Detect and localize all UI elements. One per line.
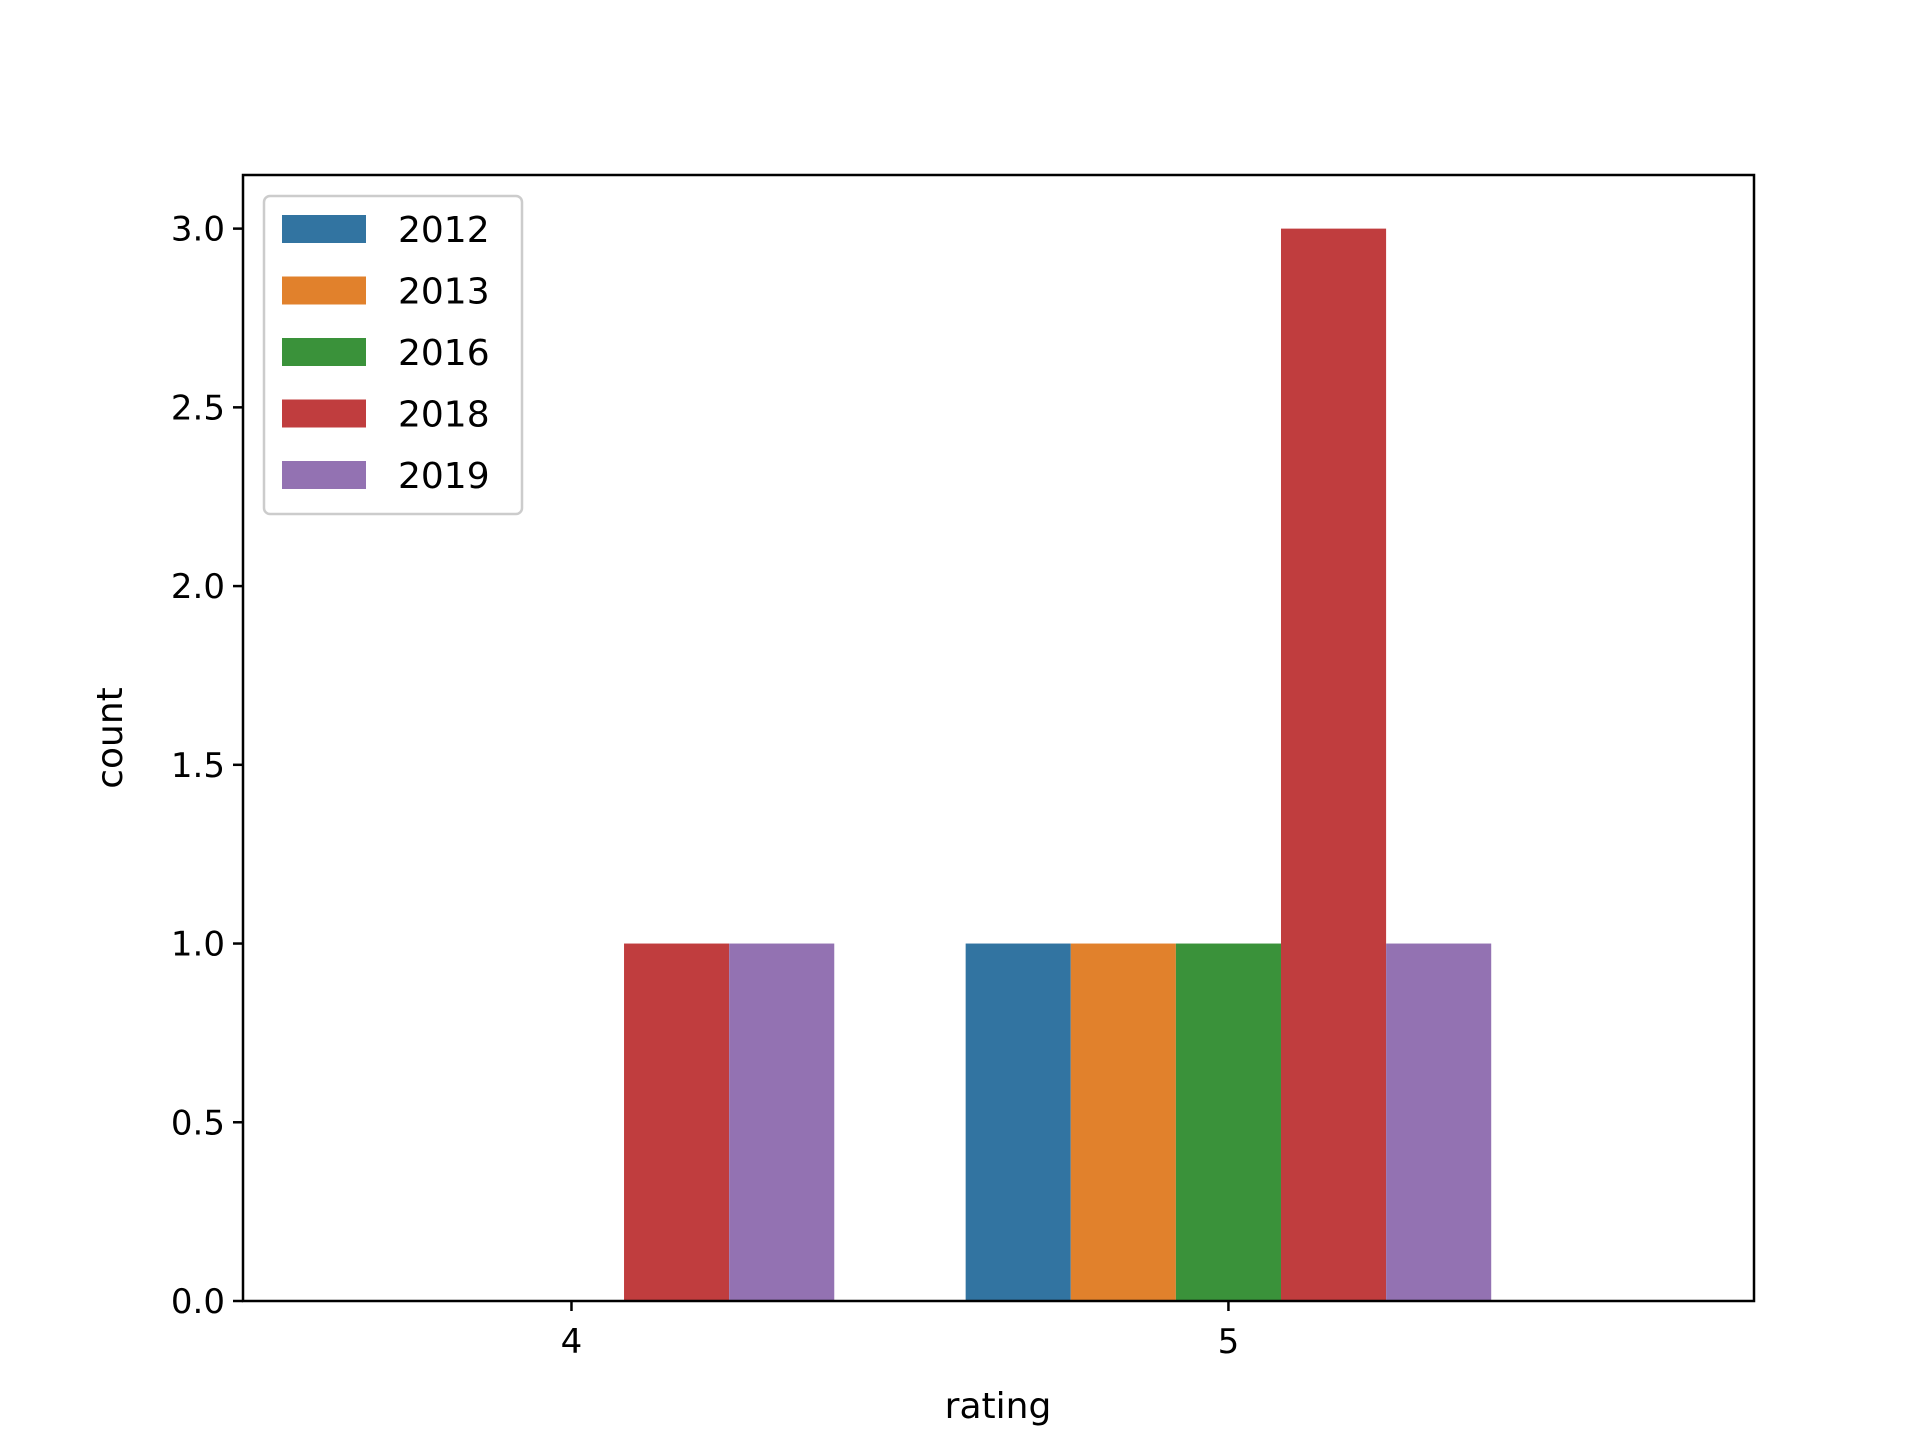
plot-area-frame [241, 173, 1756, 1303]
legend: 2012 2013 2016 2018 2019 [262, 194, 524, 516]
y-tick-label: 1.0 [171, 925, 225, 965]
legend-swatch-2018 [282, 399, 366, 428]
y-axis-label: count [90, 687, 131, 789]
x-tick-label: 5 [1218, 1322, 1240, 1362]
legend-label-2013: 2013 [398, 272, 490, 313]
y-tick-label: 0.0 [171, 1282, 225, 1322]
legend-label-2018: 2018 [398, 395, 490, 436]
bar-2016-rating-5 [1175, 943, 1281, 1301]
legend-label-2016: 2016 [398, 333, 490, 374]
legend-label-2019: 2019 [398, 456, 490, 497]
x-tick-label: 4 [561, 1322, 583, 1362]
legend-frame [262, 194, 524, 516]
bar-2012-rating-5 [965, 943, 1071, 1301]
legend-swatch-2016 [282, 338, 366, 366]
legend-label-2012: 2012 [398, 210, 490, 251]
bars-group [624, 228, 1492, 1301]
y-tick-label: 2.5 [171, 388, 225, 428]
bar-2013-rating-5 [1070, 943, 1176, 1301]
legend-swatch-2013 [282, 276, 366, 305]
y-tick-label: 0.5 [171, 1103, 225, 1143]
bar-2019-rating-5 [1386, 943, 1492, 1301]
legend-swatch-2019 [282, 461, 366, 489]
y-tick-label: 3.0 [171, 210, 225, 250]
bar-2019-rating-4 [729, 943, 835, 1301]
y-axis: 0.0 0.5 1.0 1.5 2.0 2.5 3.0 [171, 210, 243, 1322]
bar-2018-rating-4 [624, 943, 730, 1301]
x-axis-label: rating [945, 1386, 1052, 1427]
y-tick-label: 1.5 [171, 746, 225, 786]
bar-2018-rating-5 [1280, 228, 1387, 1301]
legend-swatch-2012 [282, 215, 366, 243]
y-tick-label: 2.0 [171, 567, 225, 607]
